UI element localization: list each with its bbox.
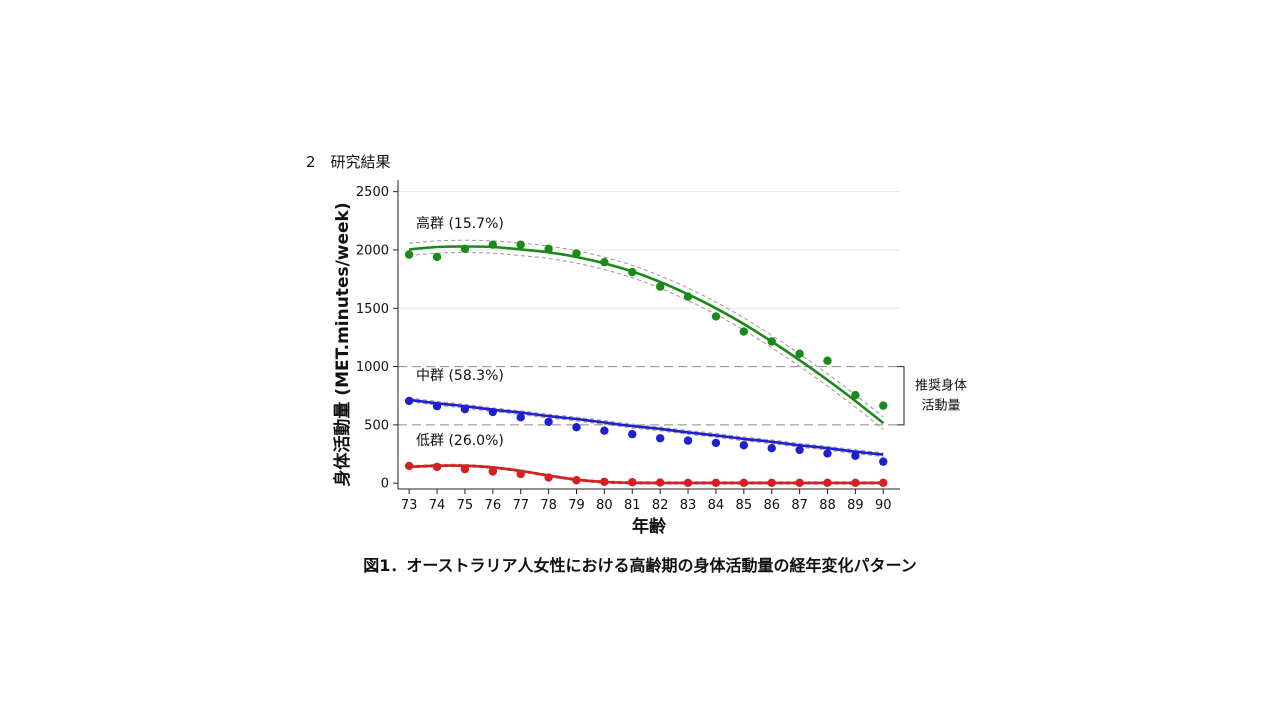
data-point-1-77 xyxy=(516,413,525,422)
data-point-2-81 xyxy=(628,478,637,487)
y-tick-label-0: 0 xyxy=(381,477,389,492)
series-label-0: 高群 (15.7%) xyxy=(416,215,504,232)
data-point-1-87 xyxy=(795,445,804,455)
data-point-0-73 xyxy=(404,250,414,259)
data-point-2-82 xyxy=(655,478,665,487)
x-tick-label-87: 87 xyxy=(791,498,808,513)
x-tick-label-84: 84 xyxy=(708,498,725,513)
data-point-2-77 xyxy=(516,469,525,479)
data-point-0-78 xyxy=(544,244,553,253)
trend-line-2 xyxy=(409,464,884,485)
data-point-0-85 xyxy=(739,327,749,336)
x-tick-label-75: 75 xyxy=(457,498,474,513)
x-tick-label-81: 81 xyxy=(624,498,641,513)
confidence-band-lower-0 xyxy=(409,252,884,430)
data-point-1-75 xyxy=(460,404,470,414)
data-point-0-86 xyxy=(767,337,776,346)
data-point-0-83 xyxy=(683,292,693,301)
y-tick-label-1500: 1500 xyxy=(356,302,389,317)
data-point-2-88 xyxy=(823,478,832,488)
x-tick-label-78: 78 xyxy=(540,498,557,513)
recommended-range-bracket xyxy=(897,366,905,426)
data-point-2-79 xyxy=(572,476,581,485)
x-tick-label-79: 79 xyxy=(568,498,585,513)
confidence-band-upper-1 xyxy=(409,397,884,454)
recommended-label-line-0: 推奨身体 xyxy=(915,378,967,394)
series-label-2: 低群 (26.0%) xyxy=(416,433,504,449)
data-point-0-74 xyxy=(432,252,442,262)
data-point-1-85 xyxy=(739,441,749,450)
data-point-0-77 xyxy=(516,240,525,249)
data-point-0-76 xyxy=(488,240,498,249)
data-point-1-79 xyxy=(572,423,581,432)
y-tick-label-2000: 2000 xyxy=(356,243,389,258)
data-point-2-80 xyxy=(600,477,609,486)
axes: 0 500 1000 1500 2000 2500 73 74 75 76 77 78 79 80 81 82… xyxy=(356,180,900,513)
data-point-1-84 xyxy=(711,438,721,448)
data-point-1-78 xyxy=(544,417,553,427)
data-point-2-73 xyxy=(404,461,414,471)
data-point-0-81 xyxy=(628,267,637,277)
data-point-2-90 xyxy=(879,478,888,488)
data-point-1-89 xyxy=(851,451,860,460)
data-point-0-84 xyxy=(711,312,721,321)
data-point-2-87 xyxy=(795,478,804,488)
data-point-1-73 xyxy=(404,396,414,406)
y-tick-label-500: 500 xyxy=(364,418,389,433)
confidence-band-upper-0 xyxy=(409,239,884,418)
section-heading: 2 研究結果 xyxy=(306,153,391,171)
grid-lines xyxy=(398,191,900,309)
data-point-0-88 xyxy=(823,356,832,365)
data-point-0-82 xyxy=(655,282,665,291)
trend-line-0 xyxy=(409,245,885,425)
x-tick-label-73: 73 xyxy=(401,498,418,513)
series-label-1: 中群 (58.3%) xyxy=(416,368,504,384)
y-axis-title: 身体活動量 (MET.minutes/week) xyxy=(332,202,353,486)
x-axis-title: 年齢 xyxy=(632,516,667,537)
x-tick-label-83: 83 xyxy=(680,498,697,513)
data-point-1-81 xyxy=(628,429,637,439)
x-tick-label-74: 74 xyxy=(429,498,446,513)
data-point-1-76 xyxy=(488,407,498,417)
data-point-2-86 xyxy=(767,478,776,488)
y-tick-label-1000: 1000 xyxy=(356,360,389,375)
y-tick-label-2500: 2500 xyxy=(356,185,389,200)
x-tick-label-80: 80 xyxy=(596,498,613,513)
data-point-0-79 xyxy=(572,249,581,258)
x-tick-label-85: 85 xyxy=(736,498,753,513)
data-point-1-86 xyxy=(767,443,776,453)
data-point-2-76 xyxy=(488,467,498,476)
x-tick-label-86: 86 xyxy=(763,498,780,513)
data-point-0-90 xyxy=(879,401,888,410)
data-point-2-83 xyxy=(683,478,693,488)
data-point-0-89 xyxy=(851,390,860,400)
data-point-1-80 xyxy=(600,426,609,435)
data-point-2-89 xyxy=(851,478,860,488)
data-point-2-84 xyxy=(711,478,721,488)
data-point-0-75 xyxy=(460,244,470,253)
x-tick-label-76: 76 xyxy=(485,498,502,513)
data-point-0-80 xyxy=(600,258,609,267)
recommended-label-line-1: 活動量 xyxy=(921,399,960,414)
data-point-1-74 xyxy=(432,402,442,411)
data-point-2-85 xyxy=(739,478,749,488)
x-tick-label-90: 90 xyxy=(875,498,892,513)
data-point-1-82 xyxy=(655,434,665,443)
data-point-1-88 xyxy=(823,449,832,458)
labels: 年齢 身体活動量 (MET.minutes/week) 高群 (15.7%) 中群 (… xyxy=(332,202,967,537)
figure-caption: 図1．オーストラリア人女性における高齢期の身体活動量の経年変化パターン xyxy=(363,556,917,575)
data-point-2-75 xyxy=(460,464,470,474)
x-tick-label-89: 89 xyxy=(847,498,864,513)
x-tick-label-82: 82 xyxy=(652,498,669,513)
data-points xyxy=(404,240,888,488)
x-tick-label-77: 77 xyxy=(512,498,529,513)
x-tick-label-88: 88 xyxy=(819,498,836,513)
data-point-2-74 xyxy=(432,462,442,472)
data-point-0-87 xyxy=(795,349,804,358)
data-point-1-90 xyxy=(879,457,888,466)
data-point-2-78 xyxy=(544,473,553,482)
data-point-1-83 xyxy=(683,436,693,445)
reference-lines xyxy=(398,366,905,426)
